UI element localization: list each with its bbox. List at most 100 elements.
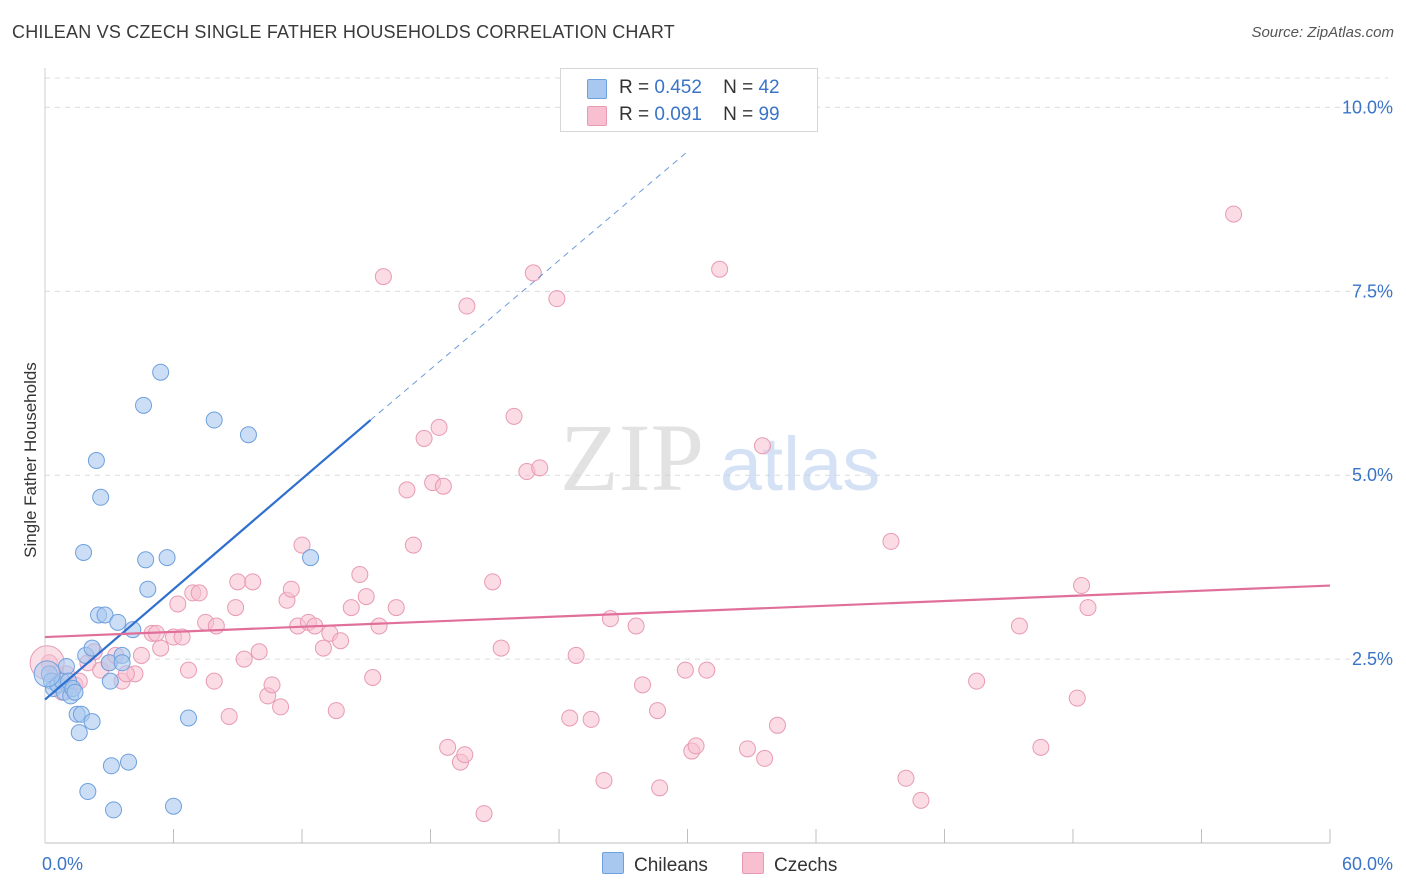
chileans-trendline [44, 419, 372, 701]
chileans-point [87, 452, 105, 469]
watermark-atlas: atlas [720, 422, 881, 507]
chileans-point [113, 654, 131, 672]
n-label: N = [723, 104, 754, 125]
chileans-point [70, 724, 88, 742]
chileans-point [109, 613, 127, 631]
czechs-point [676, 661, 694, 679]
czechs-point [314, 639, 332, 657]
czechs-point [190, 584, 208, 602]
legend-item-czechs[interactable]: Czechs [742, 852, 837, 877]
chileans-point [152, 363, 170, 381]
chileans-point [102, 757, 120, 775]
chileans-point [92, 488, 110, 506]
czechs-point [524, 264, 542, 282]
legend-item-chileans[interactable]: Chileans [602, 852, 708, 877]
czechs-point [132, 646, 150, 664]
chileans-point [96, 606, 114, 624]
czechs-swatch [587, 106, 607, 126]
chileans-point [75, 543, 93, 561]
chileans-point [179, 709, 197, 727]
czechs-point [179, 661, 197, 679]
r-label: R = [619, 77, 650, 98]
czechs-point [1225, 205, 1243, 223]
czechs-point [595, 771, 613, 789]
chileans-points [33, 363, 320, 819]
czechs-point [601, 610, 619, 628]
czechs-point [1032, 738, 1050, 756]
chileans-point [83, 639, 101, 657]
chileans-swatch [602, 852, 624, 874]
czechs-point [1010, 617, 1028, 635]
x-tick-label: 60.0% [1342, 854, 1393, 874]
czechs-point [505, 407, 523, 425]
czechs-point [768, 716, 786, 734]
chart-title: CHILEAN VS CZECH SINGLE FATHER HOUSEHOLD… [12, 22, 675, 42]
czechs-point [1068, 689, 1086, 707]
czechs-point [897, 769, 915, 787]
y-tick-label: 7.5% [1352, 281, 1393, 301]
czechs-point [912, 791, 930, 809]
czechs-point [548, 290, 566, 308]
czechs-point [756, 749, 774, 767]
czechs-point [882, 532, 900, 550]
chileans-point [57, 657, 75, 675]
czechs-point [475, 805, 493, 823]
chileans-point [165, 797, 182, 815]
czechs-point [351, 566, 369, 584]
czechs-point [492, 639, 510, 657]
chileans-point [158, 549, 176, 567]
czechs-point [282, 580, 300, 598]
chileans-point [135, 396, 153, 414]
chileans-point [120, 753, 138, 771]
czechs-point [484, 573, 502, 591]
czechs-point [227, 599, 245, 617]
x-tick-label: 0.0% [42, 854, 83, 874]
czechs-point [1073, 577, 1091, 595]
czechs-point [1079, 599, 1097, 617]
czechs-point [229, 573, 247, 591]
czechs-point [698, 661, 716, 679]
czechs-r-value: 0.091 [654, 104, 702, 125]
czechs-point [738, 740, 756, 758]
czechs-point [649, 702, 667, 720]
czechs-point [439, 738, 457, 756]
chileans-point [79, 783, 97, 801]
czechs-point [293, 536, 311, 554]
n-label: N = [723, 77, 754, 98]
czechs-point [404, 536, 422, 554]
czechs-point [456, 746, 474, 764]
chileans-legend-label: Chileans [634, 855, 708, 876]
czechs-point [235, 650, 253, 668]
czechs-point [169, 595, 187, 613]
czechs-point [687, 737, 705, 755]
r-label: R = [619, 104, 650, 125]
stats-legend: R = 0.452 N = 42 R = 0.091 N = 99 [560, 68, 818, 132]
czechs-point [272, 698, 290, 716]
czechs-point [627, 617, 645, 635]
czechs-point [567, 646, 585, 664]
czechs-point [332, 632, 350, 650]
czechs-point [364, 668, 382, 686]
czechs-point [415, 429, 433, 447]
czechs-point [968, 672, 986, 690]
chileans-swatch [587, 79, 607, 99]
chileans-point [66, 683, 84, 701]
chileans-r-value: 0.452 [654, 77, 702, 98]
y-tick-label: 2.5% [1352, 649, 1393, 669]
tick-labels: 2.5% 5.0% 7.5% 10.0% 0.0% 60.0% [42, 97, 1393, 874]
czechs-point [582, 710, 600, 728]
chileans-trendline-extension [370, 151, 688, 421]
czechs-points [29, 205, 1243, 823]
czechs-point [430, 418, 448, 436]
y-axis-label: Single Father Households [21, 362, 40, 558]
czechs-trendline [44, 584, 1331, 639]
chileans-point [239, 426, 257, 444]
czechs-point [561, 709, 579, 727]
czechs-point [207, 617, 225, 635]
watermark: ZIP atlas [560, 404, 880, 511]
czechs-legend-label: Czechs [774, 855, 838, 876]
czechs-point [374, 268, 392, 286]
czechs-swatch [742, 852, 764, 874]
czechs-point [370, 617, 388, 635]
